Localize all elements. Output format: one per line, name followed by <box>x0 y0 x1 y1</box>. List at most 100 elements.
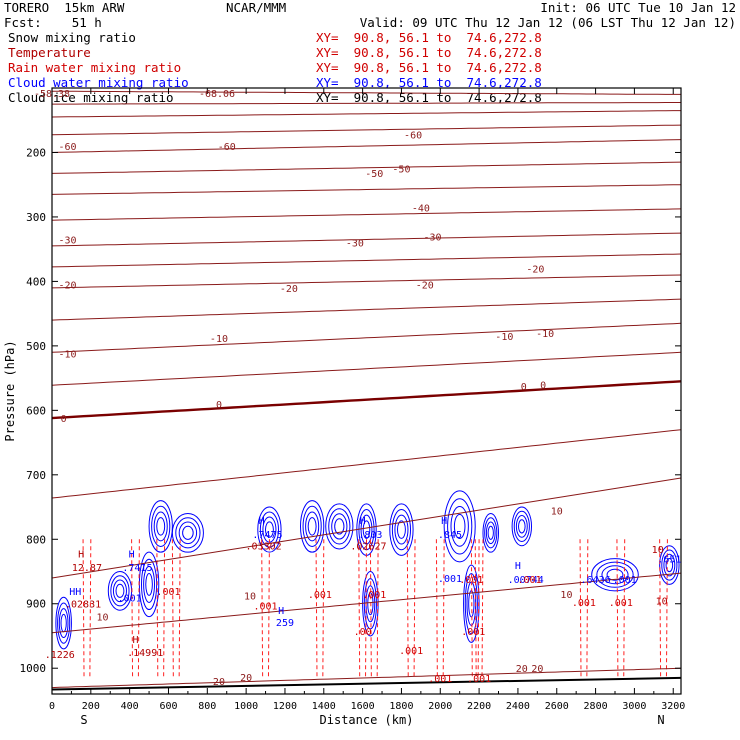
cloud-contour <box>485 521 496 545</box>
field-rain: Rain water mixing ratio <box>8 60 182 75</box>
value-label-3: .7415 <box>122 563 152 574</box>
cloud-contour <box>443 490 476 563</box>
cloud-contour <box>305 511 320 542</box>
x-tick-label-6: 1200 <box>273 701 297 712</box>
y-tick-label-7: 900 <box>26 598 46 611</box>
isotherm-mid-5 <box>51 298 682 321</box>
cloud-contour <box>389 503 414 556</box>
isotherm-2 <box>51 139 682 153</box>
cloud-contour <box>518 519 526 534</box>
cloud-contour <box>661 549 678 581</box>
temperature-label-22: 0 <box>61 414 67 425</box>
cloud-contour <box>107 571 133 611</box>
isotherm-9 <box>51 667 682 689</box>
temperature-label-18: -10 <box>58 350 76 361</box>
cloud-contour <box>328 508 351 545</box>
y-tick-label-1: 300 <box>26 211 46 224</box>
y-tick-label-5: 700 <box>26 469 46 482</box>
cloud-contour <box>140 558 158 611</box>
plot-frame <box>51 87 682 695</box>
temperature-label-27: 20 <box>516 664 528 675</box>
cloud-contour <box>325 503 354 550</box>
cloud-contour <box>659 545 680 585</box>
value-label-4: HH <box>69 587 81 598</box>
x-tick-label-5: 1000 <box>234 701 258 712</box>
value-label-8: .7475 <box>252 530 282 541</box>
value-label-29: .00 <box>354 627 372 638</box>
x-tick-label-15: 3000 <box>622 701 646 712</box>
value-label-15: .001 <box>438 574 462 585</box>
y-tick-label-2: 400 <box>26 275 46 288</box>
cloud-contour <box>156 517 166 536</box>
rain-contour <box>369 539 379 678</box>
x-tick-label-2: 400 <box>121 701 139 712</box>
temperature-label-26: 10 <box>560 590 572 601</box>
value-label-34: .001 <box>459 575 483 586</box>
isotherm-0 <box>51 90 681 95</box>
x-tick-label-16: 3200 <box>661 701 685 712</box>
x-tick-label-11: 2200 <box>467 701 491 712</box>
value-label-5: .02831 <box>65 600 101 611</box>
cloud-contour <box>482 512 500 553</box>
temperature-label-16: -10 <box>495 332 513 343</box>
value-label-13: H <box>441 516 447 527</box>
forecast-hour: Fcst: 51 h <box>4 15 102 30</box>
y-tick-label-4: 600 <box>26 404 46 417</box>
rain-contour <box>474 539 484 678</box>
cloud-contour <box>58 608 69 639</box>
isotherm-8 <box>51 477 682 579</box>
temperature-label-7: -40 <box>412 203 430 214</box>
contour-labels: -58.38 -68.06 -60 -60 -60 -50 -50 -40 -30 -30 -30 -… <box>34 89 681 688</box>
isotherm-5 <box>51 274 682 289</box>
cloud-contour <box>55 596 72 650</box>
cloud-contour <box>57 602 71 644</box>
isotherm-mid-8 <box>51 572 682 634</box>
cloud-contour <box>175 517 201 549</box>
x-tick-label-0: 0 <box>49 701 55 712</box>
rain-contours <box>82 539 668 678</box>
value-label-37: .001 <box>518 575 542 586</box>
value-label-33: .001 <box>461 627 485 638</box>
cloud-contour <box>663 553 676 577</box>
temperature-label-17: -10 <box>210 334 228 345</box>
rain-contour <box>131 539 140 678</box>
cloud-contour <box>143 565 156 603</box>
x-tick-label-8: 1600 <box>351 701 375 712</box>
temperature-label-9: -30 <box>346 239 364 250</box>
value-label-40: 10 <box>656 597 668 608</box>
x-axis-label: Distance (km) <box>320 713 414 727</box>
isotherm-4 <box>51 232 682 247</box>
cloud-contour <box>596 561 634 588</box>
rain-contour <box>616 539 626 678</box>
temperature-label-24: 10 <box>244 591 256 602</box>
field-cloud-water: Cloud water mixing ratio <box>8 75 189 90</box>
cloud-contour <box>112 579 127 603</box>
value-label-19: .001 <box>613 575 637 586</box>
cloud-contour <box>307 517 317 536</box>
cloud-contour <box>60 613 67 633</box>
value-label-35: .001 <box>572 598 596 609</box>
value-label-23: H <box>132 635 138 646</box>
x-tick-label-13: 2600 <box>545 701 569 712</box>
temperature-label-8: -30 <box>58 236 76 247</box>
value-label-25: .1226 <box>45 650 75 661</box>
cloud-contour <box>110 575 130 607</box>
rain-contour <box>261 539 270 678</box>
cloud-contour <box>145 572 153 596</box>
y-tick-label-8: 1000 <box>20 662 47 675</box>
cloud-contour <box>464 573 478 635</box>
xy-rain: XY= 90.8, 56.1 to 74.6,272.8 <box>316 60 542 75</box>
x-tick-label-4: 800 <box>198 701 216 712</box>
rain-contour <box>315 539 325 678</box>
field-snow: Snow mixing ratio <box>8 30 136 45</box>
value-label-18: .6436 <box>581 575 611 586</box>
rain-contour <box>156 539 166 678</box>
cloud-contour <box>153 511 168 542</box>
cloud-contour <box>391 508 412 551</box>
isotherm-mid-3 <box>51 208 682 221</box>
value-label-9: .03302 <box>246 542 282 553</box>
rain-contour <box>358 539 367 678</box>
value-label-39: 10 <box>652 545 664 556</box>
center-label: NCAR/MMM <box>226 0 287 15</box>
